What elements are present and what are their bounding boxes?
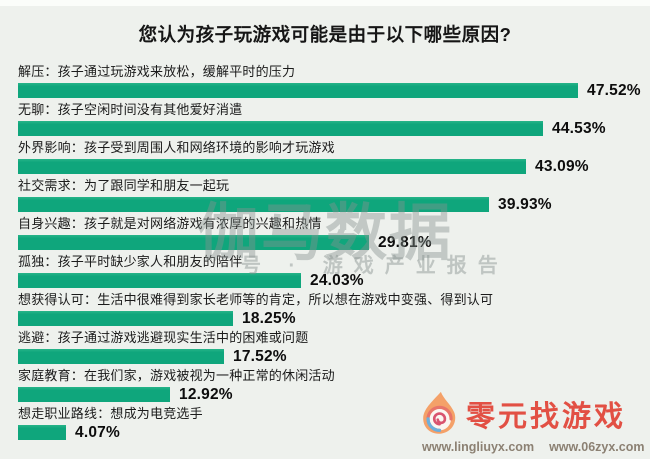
bar-value: 44.53%	[552, 119, 606, 137]
bar-row: 逃避：孩子通过游戏逃避现实生活中的困难或问题 17.52%	[18, 328, 650, 365]
bar-row: 自身兴趣：孩子就是对网络游戏有浓厚的兴趣和热情 29.81%	[18, 214, 650, 251]
bar-label: 孤独：孩子平时缺少家人和朋友的陪伴	[18, 254, 243, 269]
bar-row: 无聊：孩子空闲时间没有其他爱好消遣 44.53%	[18, 100, 650, 137]
bar-label: 外界影响：孩子受到周围人和网络环境的影响才玩游戏	[18, 140, 335, 155]
bar-value: 47.52%	[587, 81, 641, 99]
bar-value: 43.09%	[535, 157, 589, 175]
bar-value: 17.52%	[233, 347, 287, 365]
bar	[18, 349, 224, 364]
bar-label: 解压：孩子通过玩游戏来放松，缓解平时的压力	[18, 64, 296, 79]
bar-row: 外界影响：孩子受到周围人和网络环境的影响才玩游戏 43.09%	[18, 138, 650, 175]
bar-label: 想获得认可：生活中很难得到家长老师等的肯定，所以想在游戏中变强、得到认可	[18, 292, 494, 307]
bar-label: 无聊：孩子空闲时间没有其他爱好消遣	[18, 102, 243, 117]
bar	[18, 197, 489, 212]
bar-value: 29.81%	[378, 233, 432, 251]
bar	[18, 387, 170, 402]
bar-label: 逃避：孩子通过游戏逃避现实生活中的困难或问题	[18, 330, 309, 345]
bar	[18, 235, 369, 250]
bar	[18, 121, 543, 136]
bar-label: 想走职业路线：想成为电竞选手	[18, 406, 203, 421]
bar-row: 孤独：孩子平时缺少家人和朋友的陪伴 24.03%	[18, 252, 650, 289]
bar	[18, 159, 526, 174]
bar-value: 39.93%	[498, 195, 552, 213]
bar-value: 18.25%	[242, 309, 296, 327]
bar-row: 想获得认可：生活中很难得到家长老师等的肯定，所以想在游戏中变强、得到认可 18.2…	[18, 290, 650, 327]
bar-row: 社交需求：为了跟同学和朋友一起玩 39.93%	[18, 176, 650, 213]
chart-title: 您认为孩子玩游戏可能是由于以下哪些原因?	[138, 24, 512, 45]
bar-row: 家庭教育：在我们家，游戏被视为一种正常的休闲活动 12.92%	[18, 366, 650, 403]
bar-chart: 解压：孩子通过玩游戏来放松，缓解平时的压力 47.52% 无聊：孩子空闲时间没有其他…	[18, 62, 650, 442]
bar-row: 想走职业路线：想成为电竞选手 4.07%	[18, 404, 650, 441]
brand-logo: 零元找游戏 www.lingliuyx.com www.06zyx.com	[420, 391, 646, 454]
website-url-1: www.lingliuyx.com	[422, 440, 535, 454]
bar	[18, 273, 301, 288]
top-strip	[0, 0, 650, 6]
flame-swirl-icon	[420, 391, 460, 437]
bar	[18, 83, 578, 98]
bar-label: 自身兴趣：孩子就是对网络游戏有浓厚的兴趣和热情	[18, 216, 322, 231]
bar	[18, 311, 233, 326]
website-url-2: www.06zyx.com	[549, 440, 645, 454]
bar-value: 4.07%	[75, 423, 120, 441]
brand-name: 零元找游戏	[466, 401, 627, 433]
bar-row: 解压：孩子通过玩游戏来放松，缓解平时的压力 47.52%	[18, 62, 650, 99]
bar	[18, 425, 66, 440]
bar-value: 12.92%	[179, 385, 233, 403]
bar-label: 社交需求：为了跟同学和朋友一起玩	[18, 178, 230, 193]
bar-label: 家庭教育：在我们家，游戏被视为一种正常的休闲活动	[18, 368, 335, 383]
bar-value: 24.03%	[310, 271, 364, 289]
